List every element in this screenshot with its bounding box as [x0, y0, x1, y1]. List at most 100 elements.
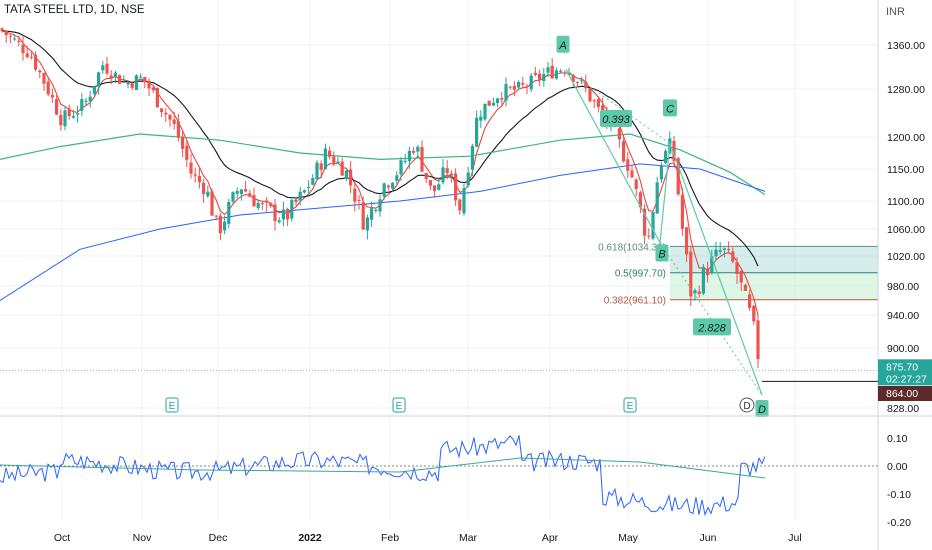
candle	[491, 102, 495, 106]
candle	[281, 209, 285, 220]
candle	[596, 99, 600, 107]
candle	[521, 83, 525, 85]
candle	[706, 268, 710, 276]
fib-zones: 0.618(1034.30) 0.5(997.70) 0.382(961.10)	[598, 242, 878, 307]
candle	[697, 291, 701, 295]
candle	[118, 75, 122, 84]
point-b-label-bg	[655, 244, 669, 262]
candle	[235, 190, 239, 194]
candle	[122, 81, 126, 83]
candle	[395, 175, 399, 181]
candle	[336, 161, 340, 164]
candle	[134, 75, 138, 90]
time-tick-label: Dec	[209, 532, 228, 544]
candle	[76, 113, 80, 115]
time-tick-label: Jul	[788, 532, 801, 544]
candle	[428, 180, 432, 186]
candle	[349, 169, 353, 186]
osc-tick-label: -0.20	[887, 517, 911, 529]
candle	[626, 159, 630, 171]
candle	[185, 145, 189, 160]
candle	[248, 193, 252, 197]
candle	[315, 162, 319, 180]
earnings-marker	[623, 397, 637, 413]
fib-zone-upper	[670, 246, 878, 273]
marker-price-label: 864.00	[886, 388, 918, 400]
candle	[25, 53, 29, 58]
candle	[685, 227, 689, 255]
candle	[344, 170, 348, 179]
candle	[424, 172, 428, 179]
candle	[353, 188, 357, 202]
candle	[508, 86, 512, 88]
time-tick-label: Apr	[542, 532, 559, 544]
price-tick-label: 1280.00	[887, 84, 925, 96]
candle	[727, 249, 731, 251]
candle	[748, 294, 752, 308]
candle	[189, 162, 193, 174]
candle	[323, 148, 327, 170]
candle	[710, 256, 714, 274]
candle	[563, 72, 567, 74]
candle	[575, 81, 579, 83]
candle	[193, 174, 197, 176]
candle	[441, 167, 445, 183]
earnings-marker-label: E	[627, 401, 634, 412]
candle	[50, 94, 54, 98]
oscillator-pane: 0.10 0.00 -0.10 -0.20	[0, 433, 911, 529]
candle	[168, 114, 172, 120]
candle	[664, 150, 668, 163]
fib-label: 0.5(997.70)	[615, 269, 666, 280]
candle	[126, 82, 130, 85]
price-tick-label: 1150.00	[887, 164, 924, 176]
candle	[197, 175, 201, 183]
candle	[67, 108, 71, 117]
price-tick-label: 900.00	[887, 343, 919, 355]
price-tick-label: 980.00	[887, 281, 919, 293]
candle	[214, 215, 218, 217]
candle	[0, 28, 4, 31]
candle	[592, 100, 596, 102]
osc-line	[0, 435, 766, 517]
candles	[0, 27, 760, 369]
point-c-label: C	[666, 103, 674, 115]
candle	[403, 160, 407, 162]
price-tick-label: 1020.00	[887, 251, 925, 263]
candle	[580, 79, 584, 81]
candle	[265, 200, 269, 203]
candle	[399, 160, 403, 175]
candle	[731, 251, 735, 262]
price-tick-label: 1200.00	[887, 132, 925, 144]
candle	[634, 179, 638, 190]
candle	[206, 191, 210, 197]
candle	[357, 200, 361, 202]
ratio-label-bg	[693, 318, 731, 336]
candle	[109, 75, 113, 79]
candle	[88, 96, 92, 102]
candle	[160, 108, 164, 112]
earnings-marker-label: E	[396, 401, 403, 412]
point-d-label: D	[758, 404, 766, 416]
point-d-label-bg	[755, 400, 769, 417]
ema-long-line	[0, 163, 766, 301]
candle	[680, 194, 684, 229]
candle	[55, 99, 59, 115]
grid	[0, 0, 878, 520]
time-tick-label: Feb	[381, 532, 399, 544]
candle	[143, 77, 147, 83]
candle	[378, 199, 382, 212]
candle	[655, 182, 659, 214]
candle	[38, 70, 42, 73]
candle	[420, 147, 424, 172]
pattern-xac	[565, 69, 671, 144]
candle	[529, 75, 533, 90]
candle	[17, 40, 21, 42]
candle	[328, 150, 332, 157]
candle	[525, 86, 529, 88]
price-tick-label: 1100.00	[887, 196, 924, 208]
earnings-marker-label: E	[169, 401, 176, 412]
candle	[29, 56, 33, 58]
candle	[302, 190, 306, 193]
candle	[504, 84, 508, 101]
